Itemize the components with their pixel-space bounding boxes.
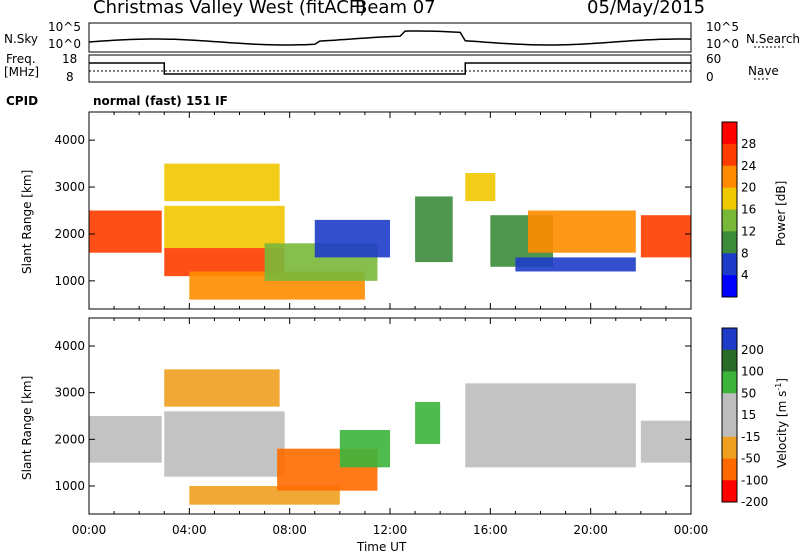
power-colorbar-seg — [722, 209, 737, 232]
power-colorbar — [721, 121, 738, 298]
velocity-colorbar-seg — [722, 458, 737, 481]
power-colorbar-seg — [722, 143, 737, 167]
power-colorbar-seg — [722, 231, 737, 254]
velocity-colorbar-seg — [722, 328, 737, 351]
velocity-colorbar-tick: 50 — [741, 386, 756, 400]
power-band-8 — [465, 172, 496, 202]
freq-trace — [89, 62, 691, 75]
xtick-label: 08:00 — [272, 523, 307, 537]
velocity-ytick-label: 2000 — [54, 432, 85, 446]
power-band-6 — [314, 219, 390, 258]
velocity-colorbar-tick: -200 — [741, 495, 768, 509]
power-colorbar-tick: 12 — [741, 224, 756, 238]
power-colorbar-tick: 4 — [741, 268, 749, 282]
freq-label: Freq. — [6, 52, 36, 66]
power-colorbar-seg — [722, 187, 737, 210]
beam-title: Beam 07 — [355, 0, 436, 18]
power-colorbar-seg — [722, 122, 737, 145]
cpid-value: normal (fast) 151 IF — [93, 94, 228, 108]
velocity-band-7 — [465, 383, 636, 468]
power-band-0 — [89, 210, 162, 253]
velocity-colorbar-tick: -50 — [741, 452, 761, 466]
velocity-colorbar-seg — [722, 480, 737, 503]
power-band-3 — [164, 163, 280, 202]
cpid-label: CPID — [6, 94, 39, 108]
nsearch-label: N.Search — [746, 32, 800, 46]
velocity-colorbar-seg — [722, 393, 737, 416]
xtick-label: 04:00 — [172, 523, 207, 537]
velocity-colorbar-seg — [722, 371, 737, 394]
power-band-2 — [164, 205, 285, 249]
velocity-colorbar-seg — [722, 349, 737, 372]
power-band-11 — [515, 257, 636, 272]
power-ytick-label: 4000 — [54, 133, 85, 147]
noise-tick-left-bottom: 10^0 — [48, 37, 81, 51]
velocity-band-1 — [164, 411, 285, 477]
xtick-label: 12:00 — [373, 523, 408, 537]
velocity-band-2 — [164, 369, 280, 407]
freq-unit: [MHz] — [4, 65, 40, 79]
velocity-colorbar-tick: 100 — [741, 365, 764, 379]
noise-panel — [88, 22, 692, 53]
power-band-12 — [640, 215, 691, 258]
noise-tick-right-bottom: 10^0 — [706, 37, 739, 51]
velocity-ytick-label: 4000 — [54, 339, 85, 353]
velocity-band-5 — [339, 430, 390, 468]
power-colorbar-seg — [722, 253, 737, 276]
power-ytick-label: 1000 — [54, 274, 85, 288]
xtick-label: 00:00 — [674, 523, 709, 537]
nave-label: Nave — [748, 64, 779, 78]
velocity-colorbar-tick: -15 — [741, 430, 761, 444]
x-axis-label: Time UT — [357, 540, 407, 554]
nsky-label: N.Sky — [4, 32, 39, 46]
station-title: Christmas Valley West (fitACF) — [93, 0, 367, 18]
date-title: 05/May/2015 — [587, 0, 706, 18]
freq-tick-top: 18 — [62, 52, 78, 66]
velocity-band-8 — [640, 420, 691, 463]
power-colorbar-tick: 20 — [741, 181, 756, 195]
power-band-10 — [527, 210, 636, 253]
freq-panel — [88, 54, 692, 83]
noise-trace — [88, 30, 692, 46]
velocity-colorbar-tick: 15 — [741, 408, 756, 422]
noise-tick-right-top: 10^5 — [706, 20, 739, 34]
xtick-label: 16:00 — [473, 523, 508, 537]
velocity-band-0 — [89, 416, 162, 463]
xtick-label: 20:00 — [573, 523, 608, 537]
xtick-label: 00:00 — [72, 523, 107, 537]
velocity-colorbar-seg — [722, 415, 737, 438]
nave-tick-top: 60 — [706, 52, 722, 66]
power-ytick-label: 2000 — [54, 227, 85, 241]
nave-tick-bottom: 0 — [706, 70, 714, 84]
power-ytick-label: 3000 — [54, 180, 85, 194]
velocity-colorbar-seg — [722, 436, 737, 459]
power-band-7 — [415, 196, 453, 263]
freq-tick-bottom: 8 — [66, 70, 74, 84]
power-colorbar-tick: 28 — [741, 137, 756, 151]
noise-tick-left-top: 10^5 — [48, 20, 81, 34]
velocity-band-6 — [415, 402, 441, 444]
power-colorbar-seg — [722, 275, 737, 298]
power-colorbar-seg — [722, 165, 737, 189]
velocity-ytick-label: 3000 — [54, 386, 85, 400]
velocity-ytick-label: 1000 — [54, 479, 85, 493]
velocity-colorbar-tick: 200 — [741, 343, 764, 357]
power-colorbar-tick: 16 — [741, 203, 756, 217]
velocity-colorbar-tick: -100 — [741, 473, 768, 487]
velocity-colorbar — [721, 327, 738, 503]
power-colorbar-tick: 8 — [741, 246, 749, 260]
power-colorbar-tick: 24 — [741, 159, 756, 173]
